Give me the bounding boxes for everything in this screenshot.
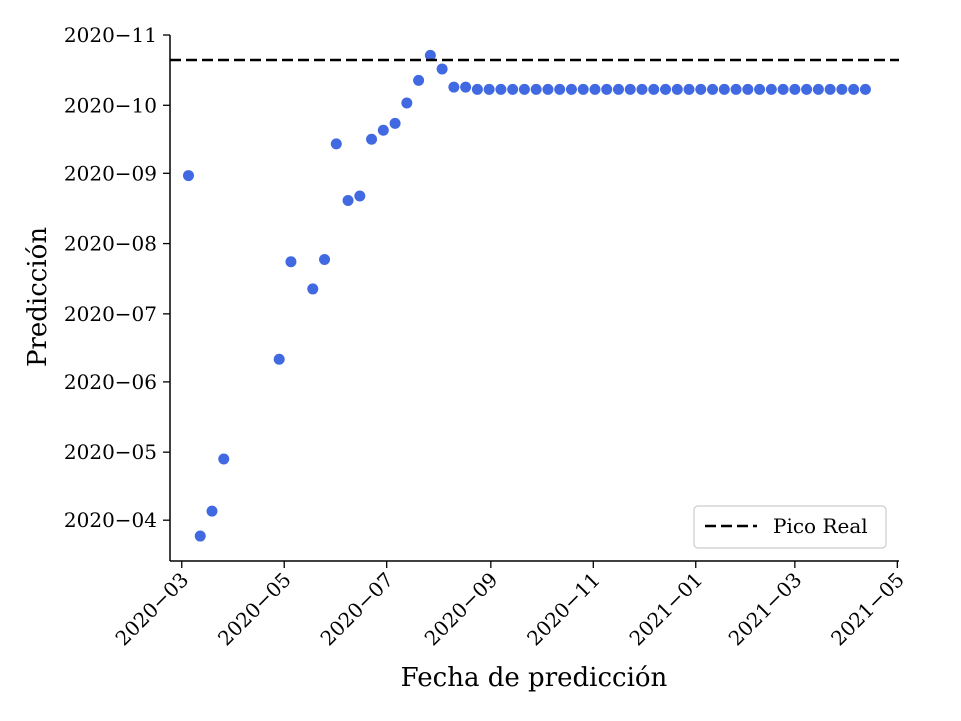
x-tick-label: 2021−05: [826, 568, 909, 651]
data-point: [648, 83, 660, 95]
data-point: [707, 83, 719, 95]
x-tick-label: 2021−01: [624, 568, 707, 651]
x-tick-label: 2020−09: [420, 568, 503, 651]
data-point: [565, 83, 577, 95]
data-point: [554, 83, 566, 95]
data-point: [718, 83, 730, 95]
data-point: [848, 83, 860, 95]
data-point: [601, 83, 613, 95]
data-point: [801, 83, 813, 95]
x-axis-ticks: 2020−03 2020−05 2020−07 2020−09 2020−11 2021−…: [110, 561, 909, 651]
y-tick-label: 2020−06: [64, 370, 157, 394]
data-point: [518, 83, 530, 95]
data-point: [389, 117, 401, 129]
data-point: [366, 133, 378, 145]
data-point: [754, 83, 766, 95]
legend: Pico Real: [693, 505, 887, 549]
y-axis-title: Predicción: [23, 227, 53, 367]
data-point: [483, 83, 495, 95]
x-tick-label: 2021−03: [724, 568, 807, 651]
data-point: [182, 170, 194, 182]
data-point: [777, 83, 789, 95]
y-tick-label: 2020−09: [64, 161, 157, 185]
data-point: [636, 83, 648, 95]
data-point: [695, 83, 707, 95]
data-point: [530, 83, 542, 95]
data-point: [460, 81, 472, 93]
x-tick-label: 2020−07: [315, 568, 398, 651]
data-point: [765, 83, 777, 95]
data-point: [812, 83, 824, 95]
legend-label: Pico Real: [773, 514, 868, 538]
data-point: [285, 256, 297, 268]
data-point: [612, 83, 624, 95]
data-point: [218, 453, 230, 465]
data-point: [742, 83, 754, 95]
data-point: [577, 83, 589, 95]
data-point: [859, 83, 871, 95]
y-tick-label: 2020−08: [64, 232, 157, 256]
y-axis-ticks: 2020−04 2020−05 2020−06 2020−07 2020−08 2020−…: [64, 23, 170, 532]
y-tick-label: 2020−07: [64, 302, 157, 326]
data-point: [354, 190, 366, 202]
data-point: [436, 63, 448, 75]
data-point: [730, 83, 742, 95]
data-point: [660, 83, 672, 95]
x-tick-label: 2020−05: [213, 568, 296, 651]
data-point: [206, 505, 218, 517]
data-point: [307, 283, 319, 295]
x-tick-label: 2020−03: [110, 568, 193, 651]
data-point: [789, 83, 801, 95]
y-tick-label: 2020−11: [64, 23, 157, 47]
data-point: [377, 124, 389, 136]
data-points: [182, 49, 871, 542]
data-point: [471, 83, 483, 95]
data-point: [836, 83, 848, 95]
data-point: [448, 81, 460, 93]
data-point: [624, 83, 636, 95]
y-tick-label: 2020−05: [64, 440, 157, 464]
data-point: [589, 83, 601, 95]
data-point: [542, 83, 554, 95]
data-point: [824, 83, 836, 95]
data-point: [413, 74, 425, 86]
data-point: [342, 195, 354, 207]
data-point: [273, 353, 285, 365]
data-point: [683, 83, 695, 95]
x-tick-label: 2020−11: [522, 568, 605, 651]
data-point: [495, 83, 507, 95]
data-point: [194, 530, 206, 542]
data-point: [424, 49, 436, 61]
y-tick-label: 2020−10: [64, 93, 157, 117]
y-tick-label: 2020−04: [64, 508, 157, 532]
data-point: [319, 253, 331, 265]
legend-box: [693, 505, 887, 549]
x-axis-title: Fecha de predicción: [401, 663, 668, 693]
data-point: [671, 83, 683, 95]
data-point: [330, 138, 342, 150]
data-point: [507, 83, 519, 95]
data-point: [401, 97, 413, 109]
